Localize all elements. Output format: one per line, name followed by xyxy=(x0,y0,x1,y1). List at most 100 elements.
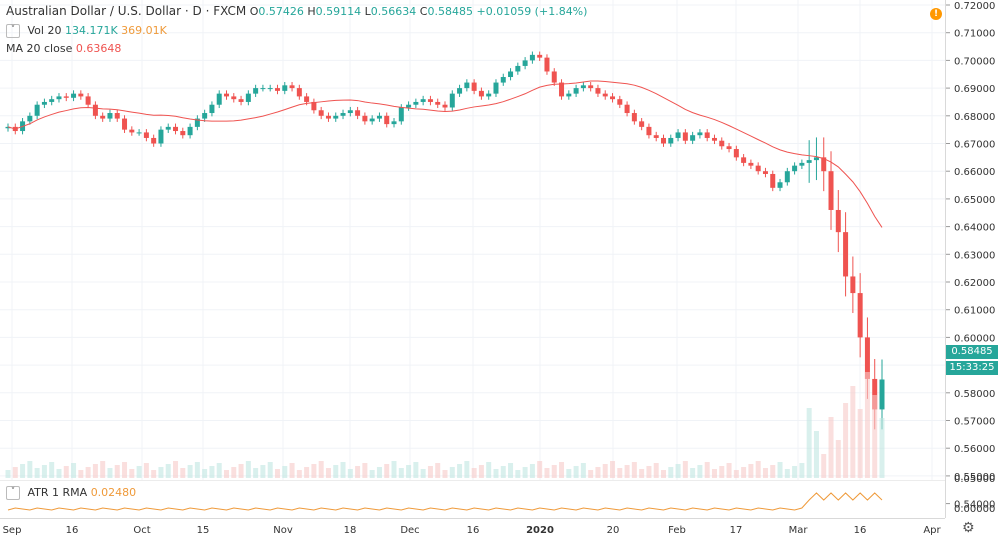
time-tick-label: 16 xyxy=(854,525,867,536)
candle-body xyxy=(478,90,484,97)
candle-body xyxy=(522,60,528,66)
volume-bar xyxy=(260,465,266,478)
volume-bar xyxy=(238,464,244,478)
candle-body xyxy=(325,115,331,119)
candle-body xyxy=(318,110,324,116)
volume-bar xyxy=(442,470,448,478)
price-tick-label: 0.68000 xyxy=(954,112,995,123)
candle-body xyxy=(697,132,703,136)
change-value: +0.01059 (+1.84%) xyxy=(476,5,588,18)
candle-body xyxy=(100,115,106,119)
candle-body xyxy=(551,71,557,83)
open-value: 0.57426 xyxy=(258,5,304,18)
volume-bar xyxy=(187,465,193,478)
volume-bar xyxy=(114,465,120,478)
candle-body xyxy=(92,104,98,116)
candlestick-chart[interactable] xyxy=(0,0,945,480)
atr-line xyxy=(7,492,883,511)
atr-legend[interactable]: ˅ ATR 1 RMA 0.02480 xyxy=(6,486,136,500)
time-tick-label: 20 xyxy=(607,525,620,536)
settings-gear-icon[interactable]: ⚙ xyxy=(962,520,975,536)
candle-body xyxy=(486,93,492,97)
volume-bar xyxy=(872,395,878,478)
volume-bar xyxy=(711,469,717,478)
candle-body xyxy=(376,115,382,119)
candle-body xyxy=(245,93,251,102)
candle-body xyxy=(289,85,295,89)
volume-bar xyxy=(529,464,535,478)
candle-body xyxy=(420,99,426,102)
candle-body xyxy=(435,101,441,105)
price-axis[interactable]: 0.72000 0.71000 0.70000 0.69000 0.68000 0.670… xyxy=(945,0,1000,518)
collapse-chevron-icon[interactable]: ˅ xyxy=(6,24,20,38)
volume-bar xyxy=(843,403,849,478)
open-label: O xyxy=(249,5,259,18)
volume-bar xyxy=(384,464,390,478)
price-tick-label: 0.70000 xyxy=(954,56,995,67)
volume-bar xyxy=(122,462,128,478)
candle-body xyxy=(41,101,47,105)
volume-legend[interactable]: ˅ Vol 20 134.171K 369.01K xyxy=(6,24,167,38)
volume-bar xyxy=(668,467,674,478)
volume-bar xyxy=(835,440,841,478)
candle-body xyxy=(442,104,448,108)
volume-bar xyxy=(806,408,812,478)
candle-body xyxy=(194,118,200,127)
volume-bar xyxy=(457,464,463,478)
volume-bar xyxy=(41,465,47,478)
candle-body xyxy=(282,85,288,91)
volume-bar xyxy=(311,464,317,478)
volume-bar xyxy=(610,461,616,478)
volume-bar xyxy=(318,461,324,478)
candle-body xyxy=(224,93,229,97)
volume-bar xyxy=(486,462,492,478)
atr-collapse-icon[interactable]: ˅ xyxy=(6,486,20,500)
volume-bar xyxy=(580,463,586,478)
main-chart-pane[interactable] xyxy=(0,0,945,480)
candle-body xyxy=(821,157,827,172)
atr-pane[interactable]: ˅ ATR 1 RMA 0.02480 xyxy=(0,480,945,518)
volume-bar xyxy=(449,467,455,478)
symbol-title[interactable]: Australian Dollar / U.S. Dollar · D · FX… xyxy=(6,4,247,18)
price-tick-label: 0.57000 xyxy=(954,417,995,428)
countdown-tag: 15:33:25 xyxy=(946,361,998,375)
alert-icon[interactable]: ! xyxy=(930,8,942,20)
volume-bar xyxy=(588,470,594,478)
candle-body xyxy=(537,54,543,58)
candle-body xyxy=(668,137,674,144)
volume-bar xyxy=(755,461,761,478)
price-tick-label: 0.64000 xyxy=(954,223,995,234)
volume-bar xyxy=(100,461,106,478)
volume-bar xyxy=(63,466,69,478)
candle-body xyxy=(136,132,142,134)
price-tick-label: 0.66000 xyxy=(954,167,995,178)
candle-body xyxy=(27,115,33,122)
volume-bar xyxy=(5,470,11,478)
candle-body xyxy=(762,171,768,174)
candle-body xyxy=(122,118,128,130)
candle-body xyxy=(362,115,368,122)
volume-bar xyxy=(537,461,543,478)
volume-bar xyxy=(777,462,783,478)
volume-bar xyxy=(573,466,579,478)
volume-bar xyxy=(304,467,310,478)
candle-body xyxy=(872,378,878,410)
candle-body xyxy=(63,96,69,98)
candle-body xyxy=(413,101,419,105)
candle-body xyxy=(843,232,849,277)
candle-body xyxy=(573,88,579,94)
candle-body xyxy=(580,85,586,89)
time-tick-label: Feb xyxy=(668,525,686,536)
candle-body xyxy=(828,171,834,210)
candle-body xyxy=(624,104,630,114)
volume-bar xyxy=(253,468,259,478)
candle-body xyxy=(661,137,666,144)
volume-bar xyxy=(602,464,608,478)
time-axis[interactable]: Sep 16 Oct 15 Nov 18 Dec 16 2020 20 Feb 17 Mar 16 Apr xyxy=(0,518,945,541)
volume-bar xyxy=(544,468,550,478)
volume-bar xyxy=(646,466,652,478)
volume-bar xyxy=(821,454,827,478)
volume-bar xyxy=(471,468,477,478)
ma-legend[interactable]: MA 20 close 0.63648 xyxy=(6,42,121,55)
volume-bar xyxy=(231,467,237,478)
